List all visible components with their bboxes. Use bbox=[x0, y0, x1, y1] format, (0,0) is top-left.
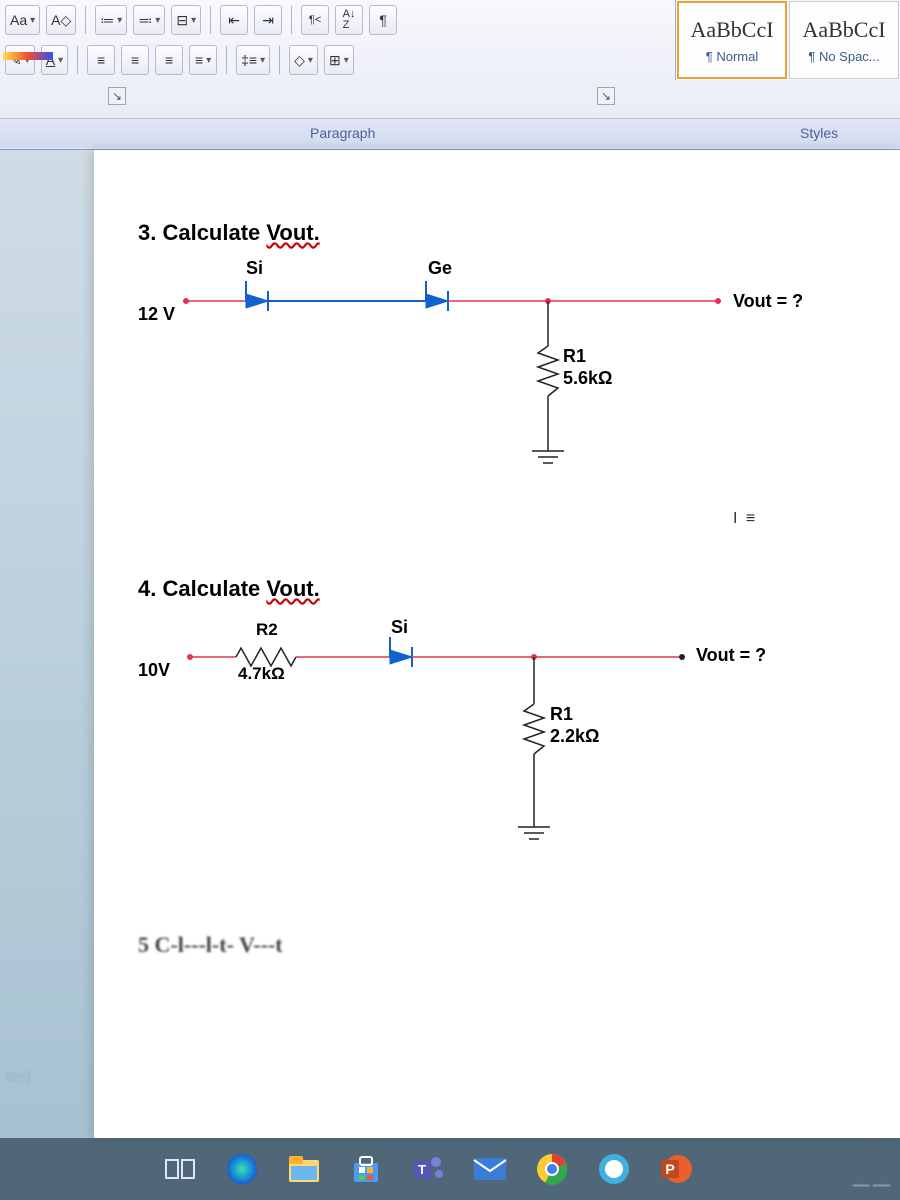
style-no-spacing[interactable]: AaBbCcI ¶ No Spac... bbox=[789, 1, 899, 79]
sort-az-button[interactable]: A↓Z bbox=[335, 5, 363, 35]
style-label: ¶ No Spac... bbox=[790, 49, 898, 64]
ribbon-group-labels: ↘ Paragraph ↘ Styles bbox=[0, 118, 900, 148]
task-view-icon[interactable] bbox=[160, 1149, 200, 1189]
separator bbox=[226, 46, 227, 74]
explorer-icon[interactable] bbox=[284, 1149, 324, 1189]
svg-text:P: P bbox=[665, 1161, 674, 1177]
problem-5-partial: 5 C-l---l-t- V---t bbox=[138, 932, 870, 958]
document-area[interactable]: 3. Calculate Vout. Si Ge 12 V Vout = ? R… bbox=[94, 150, 900, 1138]
circuit-3: Si Ge 12 V Vout = ? R1 5.6kΩ bbox=[138, 256, 870, 536]
style-sample: AaBbCcI bbox=[790, 17, 898, 43]
style-label: ¶ Normal bbox=[679, 49, 785, 64]
indent-button[interactable]: ⇥ bbox=[254, 5, 282, 35]
svg-text:T: T bbox=[418, 1162, 426, 1177]
side-text: tes) bbox=[6, 1068, 31, 1085]
teams-icon[interactable]: T bbox=[408, 1149, 448, 1189]
problem-4-title: 4. Calculate Vout. bbox=[138, 576, 870, 602]
taskbar: T P ── ── bbox=[0, 1138, 900, 1200]
show-marks-button[interactable]: ¶ bbox=[369, 5, 397, 35]
change-case-button[interactable]: Aa▾ bbox=[5, 5, 40, 35]
paragraph-launcher-icon[interactable]: ↘ bbox=[597, 87, 615, 105]
borders-button[interactable]: ⊞▾ bbox=[324, 45, 354, 75]
app-icon[interactable] bbox=[594, 1149, 634, 1189]
separator bbox=[291, 6, 292, 34]
separator bbox=[77, 46, 78, 74]
number-list-button[interactable]: ≕▾ bbox=[133, 5, 165, 35]
chrome-icon[interactable] bbox=[532, 1149, 572, 1189]
edge-icon[interactable] bbox=[222, 1149, 262, 1189]
powerpoint-icon[interactable]: P bbox=[656, 1149, 696, 1189]
justify-button[interactable]: ≡▾ bbox=[189, 45, 217, 75]
styles-panel: AaBbCcI ¶ Normal AaBbCcI ¶ No Spac... bbox=[675, 0, 900, 80]
line-spacing-button[interactable]: ‡≡▾ bbox=[236, 45, 270, 75]
taskbar-tray: ── ── bbox=[853, 1178, 890, 1192]
text-cursor-marks: I ≡ bbox=[733, 510, 757, 528]
mail-icon[interactable] bbox=[470, 1149, 510, 1189]
align-right-button[interactable]: ≡ bbox=[155, 45, 183, 75]
separator bbox=[85, 6, 86, 34]
highlight-color-bar bbox=[3, 52, 53, 60]
separator bbox=[279, 46, 280, 74]
problem-3-title: 3. Calculate Vout. bbox=[138, 220, 870, 246]
style-normal[interactable]: AaBbCcI ¶ Normal bbox=[677, 1, 787, 79]
paragraph-group-label: Paragraph bbox=[310, 125, 375, 141]
styles-group-label: Styles bbox=[800, 125, 838, 141]
separator bbox=[210, 6, 211, 34]
sort-button[interactable]: ¶< bbox=[301, 5, 329, 35]
multilevel-list-button[interactable]: ⊟▾ bbox=[171, 5, 201, 35]
circuit-4: R2 4.7kΩ Si 10V Vout = ? R1 2.2kΩ bbox=[138, 612, 870, 892]
outdent-button[interactable]: ⇤ bbox=[220, 5, 248, 35]
pen-button[interactable]: ✎▾ bbox=[5, 45, 35, 75]
align-center-button[interactable]: ≡ bbox=[121, 45, 149, 75]
ribbon: Aa▾ A◇ ≔▾ ≕▾ ⊟▾ ⇤ ⇥ ¶< A↓Z ¶ ✎▾ A▾ ≡ ≡ ≡… bbox=[0, 0, 900, 150]
align-left-button[interactable]: ≡ bbox=[87, 45, 115, 75]
shading-button[interactable]: ◇▾ bbox=[289, 45, 318, 75]
style-sample: AaBbCcI bbox=[679, 17, 785, 43]
clear-formatting-button[interactable]: A◇ bbox=[46, 5, 76, 35]
font-launcher-icon[interactable]: ↘ bbox=[108, 87, 126, 105]
bullet-list-button[interactable]: ≔▾ bbox=[95, 5, 127, 35]
font-color-button[interactable]: A▾ bbox=[41, 45, 68, 75]
store-icon[interactable] bbox=[346, 1149, 386, 1189]
